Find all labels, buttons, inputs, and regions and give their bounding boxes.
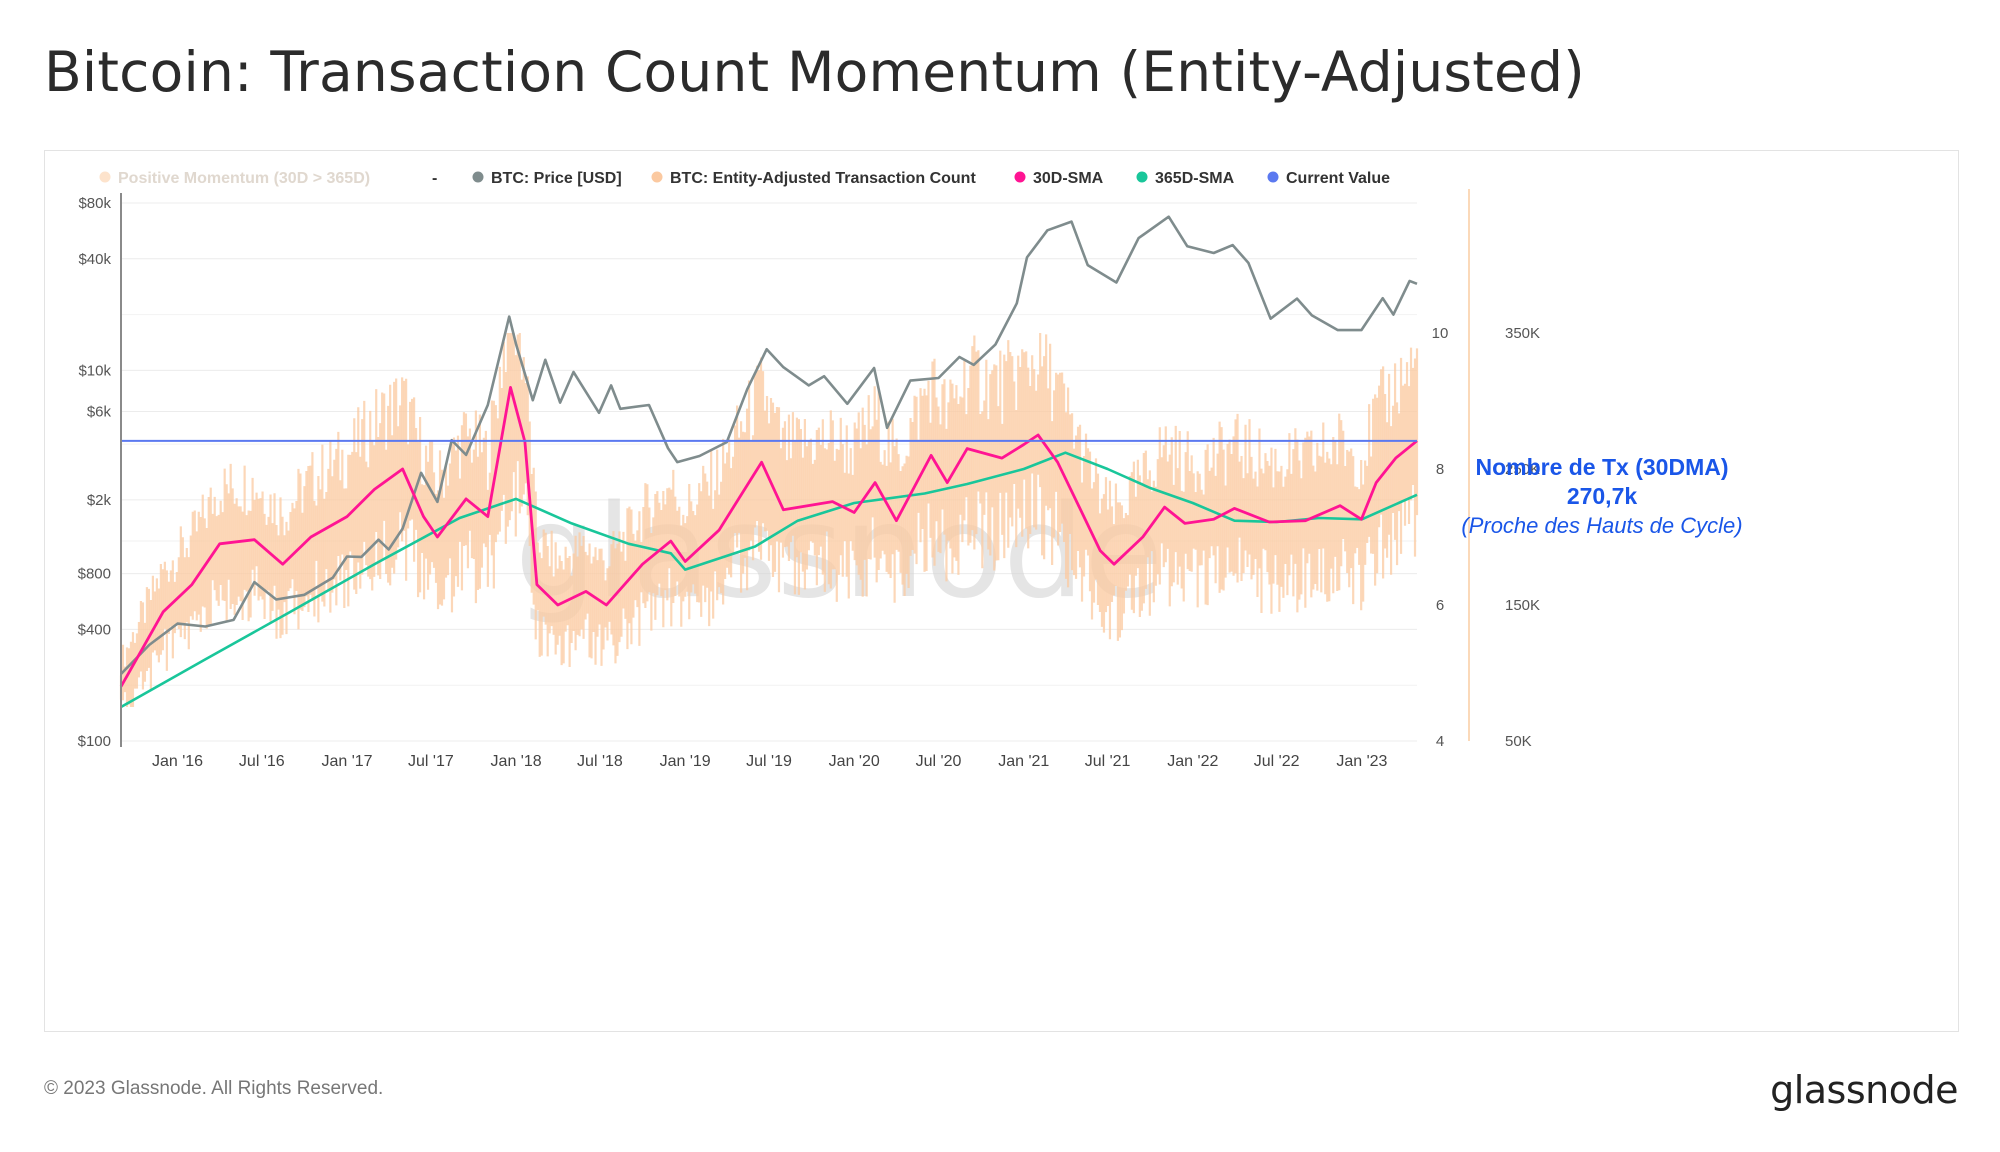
y-tick-label: $400 (78, 621, 111, 638)
x-tick-label: Jul '17 (408, 753, 454, 770)
legend-label: Positive Momentum (30D > 365D) (118, 170, 370, 187)
glassnode-logo: glassnode (1770, 1068, 1958, 1112)
line-series (119, 215, 1418, 709)
legend: Positive Momentum (30D > 365D) - BTC: Pric… (99, 170, 1390, 187)
right-tick-label: 50K (1505, 733, 1532, 750)
legend-marker (99, 171, 111, 183)
legend-label: 30D-SMA (1033, 170, 1104, 187)
x-tick-label: Jul '16 (239, 753, 285, 770)
annotation-value: 270,7k (1567, 483, 1638, 509)
legend-marker (1014, 171, 1026, 183)
y-tick-label: $40k (78, 251, 111, 268)
y-tick-label: $800 (78, 566, 111, 583)
legend-marker (1136, 171, 1148, 183)
x-tick-label: Jan '23 (1336, 753, 1387, 770)
y-tick-label: $80k (78, 195, 111, 212)
right-tick-label: 250K (1505, 461, 1540, 478)
y-tick-label: $2k (87, 492, 112, 509)
y-tick-label: $6k (87, 403, 112, 420)
mid-axis-label: 10 (1432, 325, 1449, 342)
chart-container: glassnode $80k$40k$10k$6k$2k$800$400$100… (44, 150, 1959, 1032)
annotation-note: (Proche des Hauts de Cycle) (1461, 513, 1742, 538)
legend-label: BTC: Entity-Adjusted Transaction Count (670, 170, 976, 187)
mid-axis-label: 8 (1436, 461, 1444, 478)
y-tick-label: $100 (78, 733, 111, 750)
x-tick-label: Jul '18 (577, 753, 623, 770)
legend-marker (472, 171, 484, 183)
x-tick-label: Jan '16 (152, 753, 203, 770)
x-tick-label: Jan '19 (660, 753, 711, 770)
legend-label: Current Value (1286, 170, 1390, 187)
sma30-line (119, 385, 1418, 688)
x-tick-label: Jan '17 (321, 753, 372, 770)
x-tick-label: Jan '18 (491, 753, 542, 770)
x-tick-label: Jan '20 (829, 753, 880, 770)
x-tick-label: Jul '20 (916, 753, 962, 770)
copyright-text: © 2023 Glassnode. All Rights Reserved. (44, 1078, 384, 1099)
legend-label: BTC: Price [USD] (491, 170, 622, 187)
chart-svg: glassnode $80k$40k$10k$6k$2k$800$400$100… (78, 170, 1743, 770)
x-tick-label: Jul '19 (746, 753, 792, 770)
right-tick-label: 150K (1505, 597, 1540, 614)
sma365-line (120, 451, 1418, 709)
tx-count-series (119, 333, 1419, 707)
annotation: Nombre de Tx (30DMA) 270,7k (Proche des Ha… (1461, 454, 1742, 538)
mid-axis-label: 4 (1436, 733, 1444, 750)
page-title: Bitcoin: Transaction Count Momentum (Ent… (44, 40, 1585, 104)
legend-label: - (432, 170, 437, 187)
right-tick-label: 350K (1505, 325, 1540, 342)
y-tick-label: $10k (78, 362, 111, 379)
btc-price-line (120, 215, 1418, 675)
x-tick-label: Jul '21 (1085, 753, 1131, 770)
legend-marker (651, 171, 663, 183)
legend-label: 365D-SMA (1155, 170, 1235, 187)
x-tick-label: Jan '22 (1167, 753, 1218, 770)
x-tick-label: Jul '22 (1254, 753, 1300, 770)
annotation-title: Nombre de Tx (30DMA) (1475, 454, 1728, 480)
mid-axis-label: 6 (1436, 597, 1444, 614)
axes: $80k $40k $10k $6k $2k $800 $400 $100 10 8 6 4 350K 2… (78, 193, 1540, 770)
x-tick-label: Jan '21 (998, 753, 1049, 770)
legend-marker (1267, 171, 1279, 183)
